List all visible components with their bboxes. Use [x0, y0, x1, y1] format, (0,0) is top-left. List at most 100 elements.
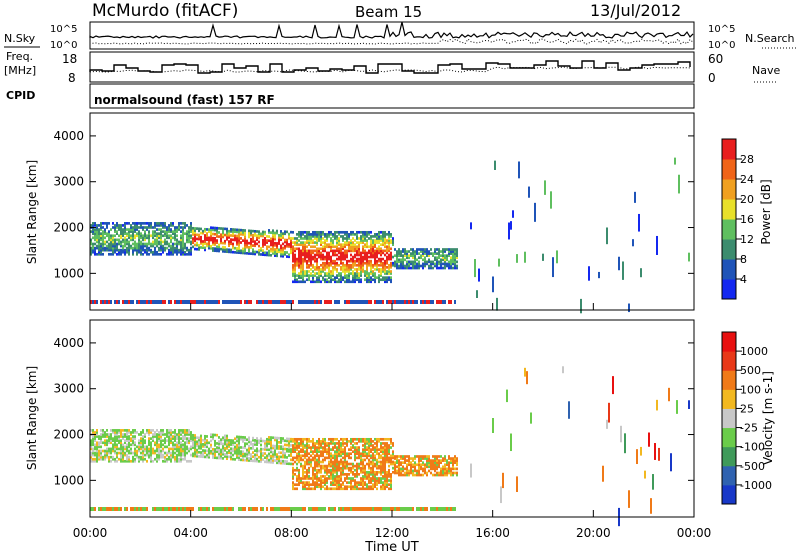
data-cell: [390, 241, 392, 244]
data-cell: [176, 234, 178, 238]
data-cell: [122, 232, 124, 236]
data-cell: [300, 454, 302, 458]
x-tick-label: 04:00: [173, 526, 208, 540]
data-cell: [336, 270, 338, 273]
data-cell: [370, 280, 372, 284]
data-cell: [182, 246, 184, 250]
data-cell: [336, 253, 338, 257]
data-cell: [148, 238, 150, 242]
data-cell: [324, 266, 326, 269]
data-cell: [304, 452, 306, 456]
data-cell: [362, 270, 364, 273]
data-cell: [290, 251, 292, 255]
data-cell: [192, 237, 194, 240]
data-cell: [274, 254, 276, 257]
data-cell: [284, 451, 286, 455]
data-cell: [150, 459, 152, 463]
data-cell: [220, 438, 222, 441]
colorbar-tick-label: 20: [740, 193, 754, 206]
data-cell: [296, 274, 298, 277]
data-cell: [174, 234, 176, 238]
data-cell: [120, 242, 122, 246]
data-cell: [90, 429, 92, 432]
nave-tick-low: 0: [708, 71, 716, 85]
data-cell: [392, 261, 394, 265]
data-cell: [176, 300, 178, 304]
data-cell: [330, 239, 332, 242]
data-cell: [348, 454, 350, 458]
data-cell: [356, 442, 358, 445]
data-cell: [306, 470, 308, 474]
data-cell: [406, 254, 408, 257]
data-cell: [176, 437, 178, 440]
data-cell: [340, 278, 342, 282]
data-cell: [206, 242, 208, 246]
data-cell: [124, 453, 126, 457]
data-cell: [452, 258, 454, 262]
data-cell: [180, 437, 182, 440]
data-cell: [312, 466, 314, 470]
data-cell: [332, 462, 334, 466]
data-cell: [116, 232, 118, 236]
data-cell: [454, 262, 456, 266]
data-cell: [444, 455, 446, 458]
data-cell: [132, 236, 134, 240]
data-cell: [356, 462, 358, 466]
data-cell: [134, 242, 136, 246]
data-cell: [388, 446, 390, 449]
data-cell: [352, 245, 354, 249]
data-cell: [110, 437, 112, 440]
data-cell: [170, 451, 172, 455]
data-cell: [338, 446, 340, 449]
data-cell: [268, 448, 270, 452]
data-cell: [200, 507, 202, 511]
data-cell: [412, 256, 414, 260]
data-cell: [364, 470, 366, 474]
data-cell: [232, 242, 234, 246]
data-cell: [302, 473, 304, 476]
data-cell: [242, 247, 244, 251]
data-cell: [312, 257, 314, 261]
data-cell: [436, 252, 438, 255]
data-cell: [402, 266, 404, 270]
data-cell: [222, 245, 224, 249]
data-cell: [326, 255, 328, 259]
data-cell: [150, 224, 152, 227]
data-cell: [194, 438, 196, 441]
data-cell: [126, 242, 128, 246]
data-cell: [172, 453, 174, 457]
data-cell: [90, 300, 92, 304]
data-cell: [394, 469, 396, 473]
data-cell: [228, 443, 230, 446]
data-cell: [190, 248, 192, 252]
data-cell: [270, 446, 272, 450]
data-cell: [336, 249, 338, 253]
data-cell: [126, 457, 128, 461]
data-cell: [132, 429, 134, 432]
data-cell: [286, 456, 288, 459]
data-cell: [454, 254, 456, 257]
data-cell: [344, 460, 346, 464]
data-cell: [130, 234, 132, 238]
data-cell: [208, 507, 210, 511]
data-cell: [190, 507, 192, 511]
data-cell: [390, 437, 392, 441]
data-cell: [260, 439, 262, 443]
data-cell: [452, 252, 454, 255]
data-cell: [156, 228, 158, 231]
data-cell: [178, 457, 180, 461]
data-cell: [338, 460, 340, 464]
data-cell: [248, 507, 250, 511]
data-cell: [212, 243, 214, 246]
data-cell: [280, 232, 282, 235]
data-cell: [534, 202, 536, 222]
data-cell: [148, 455, 150, 459]
data-cell: [300, 276, 302, 279]
data-cell: [310, 261, 312, 265]
data-cell: [128, 451, 130, 455]
data-cell: [160, 242, 162, 246]
data-cell: [388, 444, 390, 447]
data-cell: [338, 485, 340, 489]
data-cell: [452, 467, 454, 471]
data-cell: [320, 237, 322, 240]
